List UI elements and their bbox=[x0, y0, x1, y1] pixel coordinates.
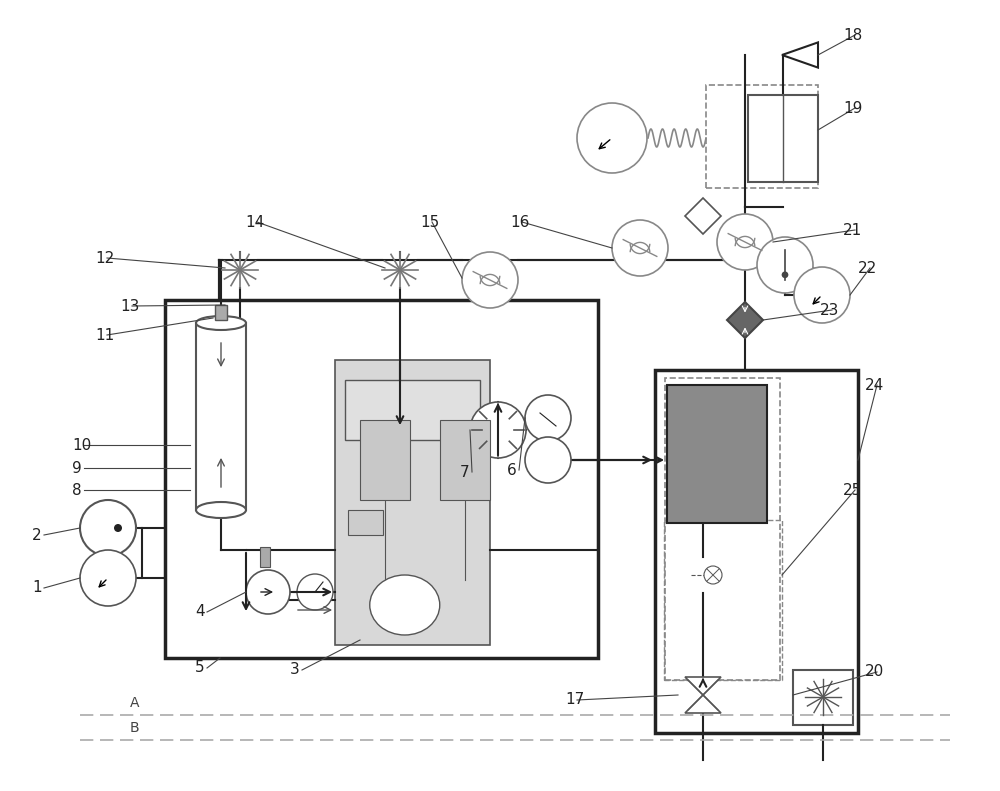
Text: A: A bbox=[130, 696, 140, 710]
Bar bbox=[664, 520, 782, 680]
Circle shape bbox=[80, 500, 136, 556]
Ellipse shape bbox=[370, 575, 440, 635]
Ellipse shape bbox=[196, 316, 246, 330]
Text: 11: 11 bbox=[95, 327, 114, 343]
Bar bbox=[793, 670, 853, 725]
Polygon shape bbox=[727, 302, 763, 338]
Bar bbox=[748, 95, 818, 182]
Circle shape bbox=[470, 402, 526, 458]
Text: 12: 12 bbox=[95, 251, 114, 266]
Text: 8: 8 bbox=[72, 483, 82, 498]
Text: 18: 18 bbox=[843, 28, 862, 43]
Circle shape bbox=[462, 252, 518, 308]
Text: 14: 14 bbox=[245, 214, 264, 229]
Bar bbox=[260, 547, 270, 567]
Text: 3: 3 bbox=[290, 663, 300, 678]
Text: 25: 25 bbox=[843, 483, 862, 498]
Text: 2: 2 bbox=[32, 528, 42, 543]
Text: 21: 21 bbox=[843, 222, 862, 237]
Text: 17: 17 bbox=[565, 692, 584, 707]
Circle shape bbox=[114, 524, 122, 532]
Bar bbox=[215, 305, 227, 320]
Bar bbox=[440, 420, 490, 500]
Circle shape bbox=[704, 566, 722, 584]
Circle shape bbox=[782, 271, 788, 278]
Circle shape bbox=[612, 220, 668, 276]
Text: 13: 13 bbox=[120, 298, 139, 313]
Bar bbox=[196, 323, 246, 510]
Ellipse shape bbox=[196, 502, 246, 518]
Circle shape bbox=[717, 214, 773, 270]
Bar bbox=[665, 378, 780, 680]
Circle shape bbox=[757, 237, 813, 293]
Polygon shape bbox=[685, 198, 721, 234]
Circle shape bbox=[525, 395, 571, 441]
Text: 15: 15 bbox=[420, 214, 439, 229]
Circle shape bbox=[525, 437, 571, 483]
Text: 6: 6 bbox=[507, 463, 517, 478]
Text: 19: 19 bbox=[843, 100, 862, 115]
Text: 1: 1 bbox=[32, 581, 42, 596]
Bar bbox=[165, 300, 598, 658]
Text: 9: 9 bbox=[72, 460, 82, 475]
Polygon shape bbox=[685, 695, 721, 713]
Polygon shape bbox=[685, 677, 721, 695]
Polygon shape bbox=[782, 43, 818, 67]
Circle shape bbox=[246, 570, 290, 614]
Bar bbox=[667, 385, 767, 523]
Circle shape bbox=[80, 550, 136, 606]
Text: 22: 22 bbox=[858, 260, 877, 275]
Text: 23: 23 bbox=[820, 302, 839, 317]
Text: 4: 4 bbox=[195, 604, 205, 619]
Bar bbox=[348, 510, 383, 535]
Circle shape bbox=[297, 574, 333, 610]
Text: 24: 24 bbox=[865, 377, 884, 392]
Text: 7: 7 bbox=[460, 464, 470, 479]
Bar bbox=[706, 85, 818, 188]
Circle shape bbox=[577, 103, 647, 173]
Text: 5: 5 bbox=[195, 660, 205, 676]
Text: 16: 16 bbox=[510, 214, 529, 229]
Text: 10: 10 bbox=[72, 437, 91, 452]
Text: 20: 20 bbox=[865, 664, 884, 679]
Bar bbox=[335, 360, 490, 645]
Bar bbox=[345, 380, 480, 440]
Circle shape bbox=[794, 267, 850, 323]
Bar bbox=[655, 370, 858, 733]
Text: B: B bbox=[130, 721, 140, 735]
Bar bbox=[360, 420, 410, 500]
